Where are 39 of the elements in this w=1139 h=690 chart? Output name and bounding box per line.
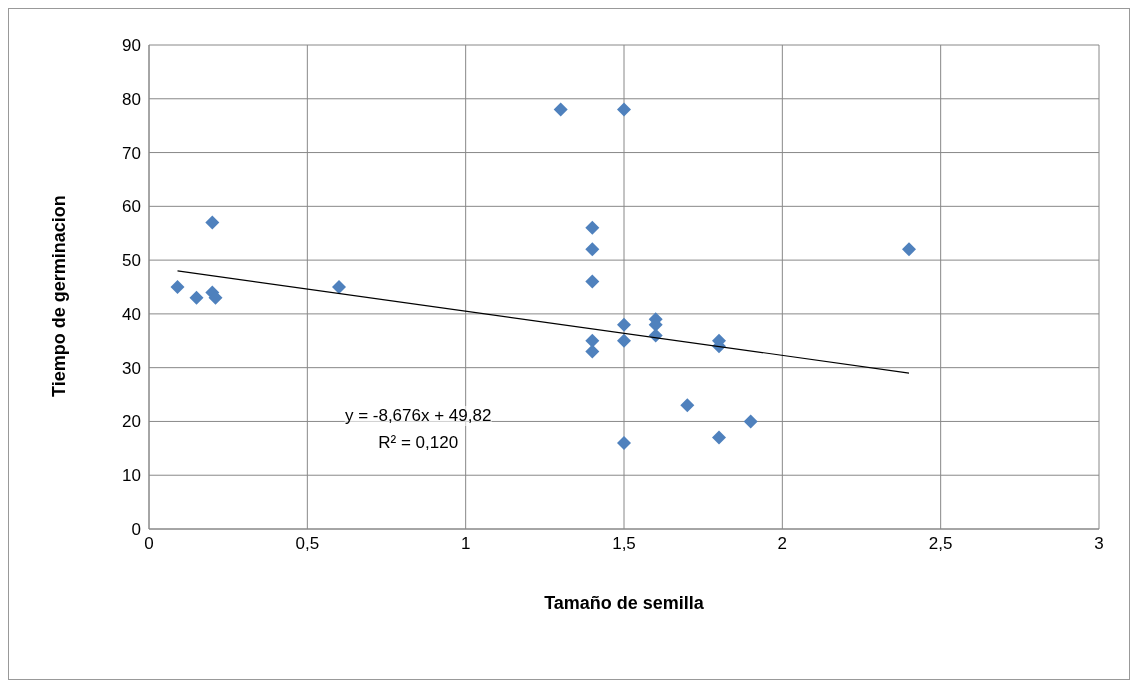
y-tick-label: 80 [122, 89, 141, 109]
point [189, 290, 204, 305]
x-tick-label: 0 [144, 534, 154, 554]
point [585, 274, 600, 289]
point [585, 344, 600, 359]
point [553, 102, 568, 117]
y-tick-label: 30 [122, 358, 141, 378]
x-tick-label: 1,5 [612, 534, 636, 554]
point [205, 215, 220, 230]
x-axis-title: Tamaño de semilla [544, 593, 705, 613]
point [680, 398, 695, 413]
y-tick-label: 40 [122, 304, 141, 324]
point [585, 333, 600, 348]
y-tick-label: 60 [122, 197, 141, 217]
point [332, 280, 346, 294]
point [617, 435, 631, 450]
x-tick-label: 1 [460, 534, 471, 554]
y-tick-label: 50 [122, 251, 141, 271]
y-tick-label: 70 [122, 143, 141, 163]
point [585, 220, 600, 235]
y-tick-label: 90 [122, 36, 141, 56]
point [743, 414, 758, 429]
x-tick-label: 3 [1094, 534, 1104, 554]
point [617, 102, 631, 117]
point [902, 242, 916, 257]
annotation: R² = 0,120 [378, 432, 459, 453]
point [617, 317, 631, 332]
point [585, 242, 600, 257]
point [170, 280, 185, 294]
x-tick-label: 2 [777, 534, 788, 554]
point [712, 430, 726, 445]
x-tick-label: 0,5 [295, 534, 320, 554]
point [617, 333, 631, 348]
y-tick-label: 0 [131, 520, 141, 540]
y-tick-label: 10 [122, 466, 141, 486]
x-tick-label: 2,5 [928, 534, 953, 554]
y-tick-label: 20 [122, 412, 141, 432]
y-axis-title: Tiempo de germinacion [49, 195, 70, 397]
annotation: y = -8,676x + 49,82 [344, 406, 492, 427]
